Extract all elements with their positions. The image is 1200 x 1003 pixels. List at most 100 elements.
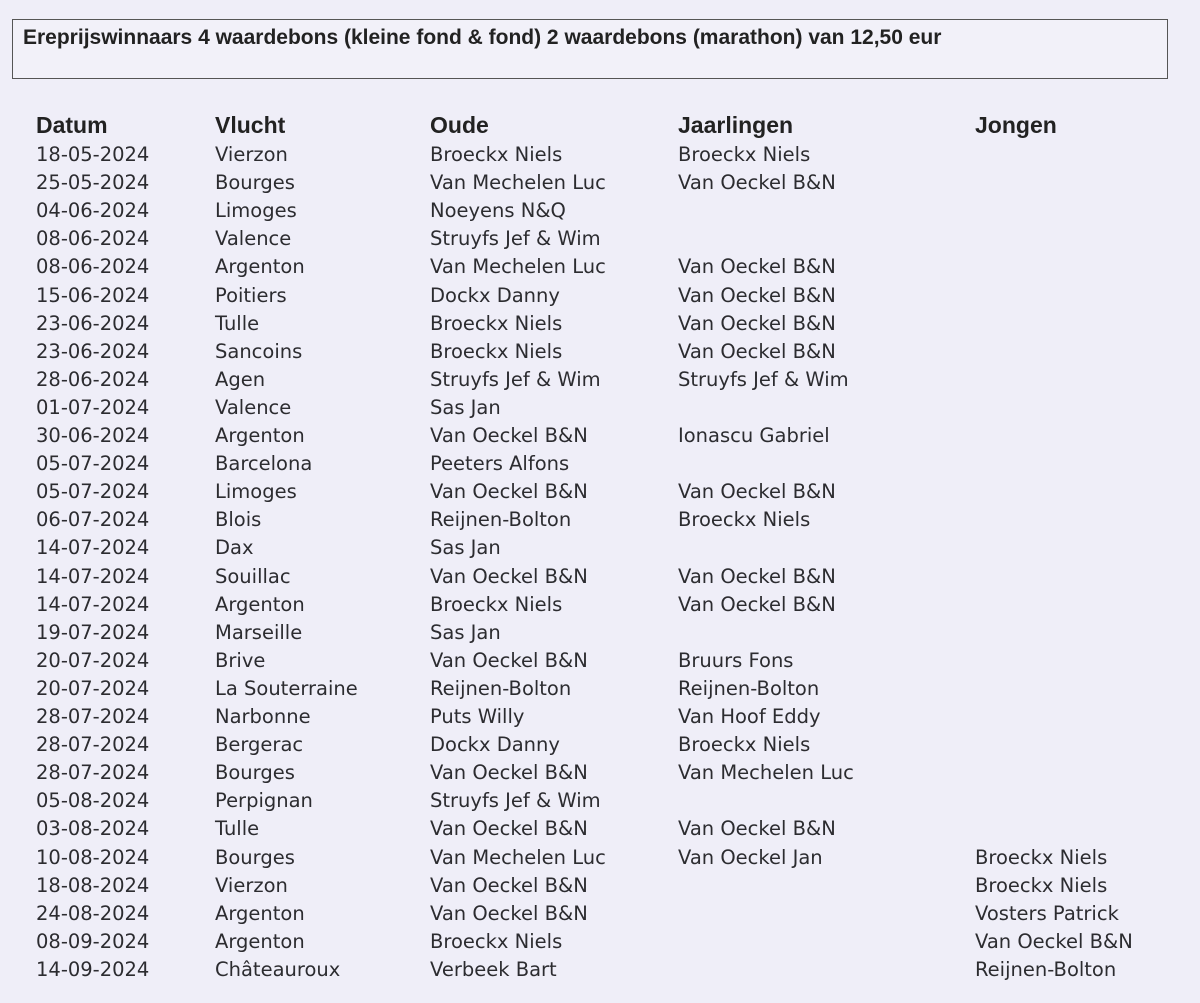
- table-row: 05-07-2024 Barcelona Peeters Alfons: [0, 450, 1200, 478]
- cell-vlucht: Bourges: [215, 171, 295, 195]
- cell-oude: Van Oeckel B&N: [430, 480, 588, 504]
- cell-jongen: Reijnen-Bolton: [975, 957, 1117, 981]
- cell-vlucht: Tulle: [215, 311, 260, 335]
- document-title: Ereprijswinnaars 4 waardebons (kleine fo…: [23, 26, 942, 49]
- cell-oude: Sas Jan: [430, 536, 501, 560]
- table-row: 18-05-2024 Vierzon Broeckx Niels Broeckx Ni…: [0, 141, 1200, 169]
- cell-oude: Van Mechelen Luc: [430, 171, 606, 195]
- cell-jaarlingen: Ionascu Gabriel: [678, 424, 830, 447]
- cell-oude: Van Mechelen Luc: [430, 255, 606, 279]
- cell-jaarlingen: Van Oeckel B&N: [678, 171, 836, 195]
- table-row: 28-07-2024 Bergerac Dockx Danny Broeckx Nie…: [0, 731, 1200, 759]
- cell-oude: Noeyens N&Q: [430, 199, 566, 223]
- cell-datum: 05-08-2024: [36, 789, 150, 813]
- cell-vlucht: Limoges: [215, 199, 297, 223]
- header-vlucht: Vlucht: [215, 112, 286, 138]
- cell-jaarlingen: Van Oeckel B&N: [678, 339, 836, 363]
- cell-jaarlingen: Van Oeckel B&N: [678, 817, 836, 841]
- table-row: 24-08-2024 Argenton Van Oeckel B&N Vosters …: [0, 900, 1200, 928]
- table-row: 14-07-2024 Souillac Van Oeckel B&N Van Oeck…: [0, 563, 1200, 591]
- cell-oude: Van Oeckel B&N: [430, 817, 588, 841]
- cell-datum: 28-07-2024: [36, 733, 150, 757]
- cell-oude: Van Mechelen Luc: [430, 845, 606, 869]
- header-datum: Datum: [36, 112, 108, 138]
- cell-jaarlingen: Van Oeckel B&N: [678, 311, 836, 335]
- cell-vlucht: Argenton: [215, 255, 305, 279]
- cell-vlucht: Souillac: [215, 564, 291, 588]
- cell-datum: 28-07-2024: [36, 705, 150, 728]
- cell-jaarlingen: Van Hoof Eddy: [678, 705, 821, 728]
- title-box: Ereprijswinnaars 4 waardebons (kleine fo…: [12, 19, 1168, 79]
- cell-datum: 01-07-2024: [36, 395, 150, 419]
- cell-datum: 28-07-2024: [36, 761, 150, 785]
- cell-oude: Broeckx Niels: [430, 592, 563, 616]
- cell-datum: 03-08-2024: [36, 817, 150, 841]
- table-row: 08-09-2024 Argenton Broeckx Niels Van Oecke…: [0, 928, 1200, 956]
- cell-datum: 10-08-2024: [36, 845, 150, 869]
- cell-datum: 08-09-2024: [36, 929, 150, 953]
- header-jaarlingen: Jaarlingen: [678, 112, 794, 138]
- cell-vlucht: Vierzon: [215, 143, 288, 166]
- table-row: 10-08-2024 Bourges Van Mechelen Luc Van Oec…: [0, 844, 1200, 872]
- cell-jaarlingen: Van Oeckel B&N: [678, 283, 836, 307]
- cell-oude: Broeckx Niels: [430, 339, 563, 363]
- cell-vlucht: Perpignan: [215, 789, 313, 813]
- cell-datum: 23-06-2024: [36, 339, 150, 363]
- cell-oude: Struyfs Jef & Wim: [430, 789, 601, 813]
- cell-vlucht: Tulle: [215, 817, 260, 841]
- table-row: 14-07-2024 Dax Sas Jan: [0, 534, 1200, 562]
- cell-jaarlingen: Struyfs Jef & Wim: [678, 367, 849, 391]
- cell-oude: Van Oeckel B&N: [430, 564, 588, 588]
- cell-datum: 20-07-2024: [36, 648, 150, 672]
- cell-jaarlingen: Van Oeckel B&N: [678, 480, 836, 504]
- cell-oude: Van Oeckel B&N: [430, 873, 588, 897]
- cell-vlucht: Valence: [215, 395, 292, 419]
- table-row: 15-06-2024 Poitiers Dockx Danny Van Oeckel …: [0, 282, 1200, 310]
- cell-jaarlingen: Van Oeckel Jan: [678, 845, 823, 869]
- table-row: 18-08-2024 Vierzon Van Oeckel B&N Broeckx N…: [0, 872, 1200, 900]
- cell-vlucht: Châteauroux: [215, 957, 341, 981]
- cell-datum: 15-06-2024: [36, 283, 150, 307]
- cell-vlucht: Vierzon: [215, 873, 288, 897]
- cell-datum: 08-06-2024: [36, 255, 150, 279]
- table-row: 05-07-2024 Limoges Van Oeckel B&N Van Oecke…: [0, 478, 1200, 506]
- cell-oude: Struyfs Jef & Wim: [430, 227, 601, 251]
- cell-vlucht: Barcelona: [215, 452, 313, 476]
- cell-datum: 23-06-2024: [36, 311, 150, 335]
- cell-jongen: Van Oeckel B&N: [975, 929, 1133, 953]
- cell-datum: 04-06-2024: [36, 199, 150, 223]
- cell-datum: 28-06-2024: [36, 367, 150, 391]
- cell-datum: 30-06-2024: [36, 424, 150, 447]
- cell-vlucht: Argenton: [215, 592, 305, 616]
- cell-vlucht: Limoges: [215, 480, 297, 504]
- cell-vlucht: Dax: [215, 536, 254, 560]
- cell-oude: Van Oeckel B&N: [430, 424, 588, 447]
- cell-jaarlingen: Broeckx Niels: [678, 508, 811, 532]
- cell-vlucht: Bergerac: [215, 733, 304, 757]
- cell-oude: Van Oeckel B&N: [430, 648, 588, 672]
- cell-datum: 14-07-2024: [36, 592, 150, 616]
- table-row: 28-06-2024 Agen Struyfs Jef & Wim Struyfs J…: [0, 366, 1200, 394]
- header-jongen: Jongen: [975, 112, 1057, 138]
- cell-jaarlingen: Van Oeckel B&N: [678, 564, 836, 588]
- cell-oude: Broeckx Niels: [430, 929, 563, 953]
- cell-jongen: Vosters Patrick: [975, 901, 1119, 925]
- table-row: 08-06-2024 Argenton Van Mechelen Luc Van Oe…: [0, 253, 1200, 281]
- cell-oude: Reijnen-Bolton: [430, 676, 572, 700]
- cell-jaarlingen: Reijnen-Bolton: [678, 676, 820, 700]
- cell-datum: 24-08-2024: [36, 901, 150, 925]
- table-row: 30-06-2024 Argenton Van Oeckel B&N Ionascu …: [0, 422, 1200, 450]
- cell-oude: Van Oeckel B&N: [430, 901, 588, 925]
- cell-jongen: Broeckx Niels: [975, 845, 1108, 869]
- table-row: 14-07-2024 Argenton Broeckx Niels Van Oecke…: [0, 591, 1200, 619]
- cell-vlucht: Argenton: [215, 424, 305, 447]
- cell-jaarlingen: Broeckx Niels: [678, 733, 811, 757]
- table-row: 04-06-2024 Limoges Noeyens N&Q: [0, 197, 1200, 225]
- table-row: 23-06-2024 Sancoins Broeckx Niels Van Oecke…: [0, 338, 1200, 366]
- cell-datum: 05-07-2024: [36, 480, 150, 504]
- cell-vlucht: Agen: [215, 367, 266, 391]
- cell-oude: Dockx Danny: [430, 283, 560, 307]
- table-row: 28-07-2024 Bourges Van Oeckel B&N Van Meche…: [0, 759, 1200, 787]
- table-row: 25-05-2024 Bourges Van Mechelen Luc Van Oec…: [0, 169, 1200, 197]
- cell-oude: Struyfs Jef & Wim: [430, 367, 601, 391]
